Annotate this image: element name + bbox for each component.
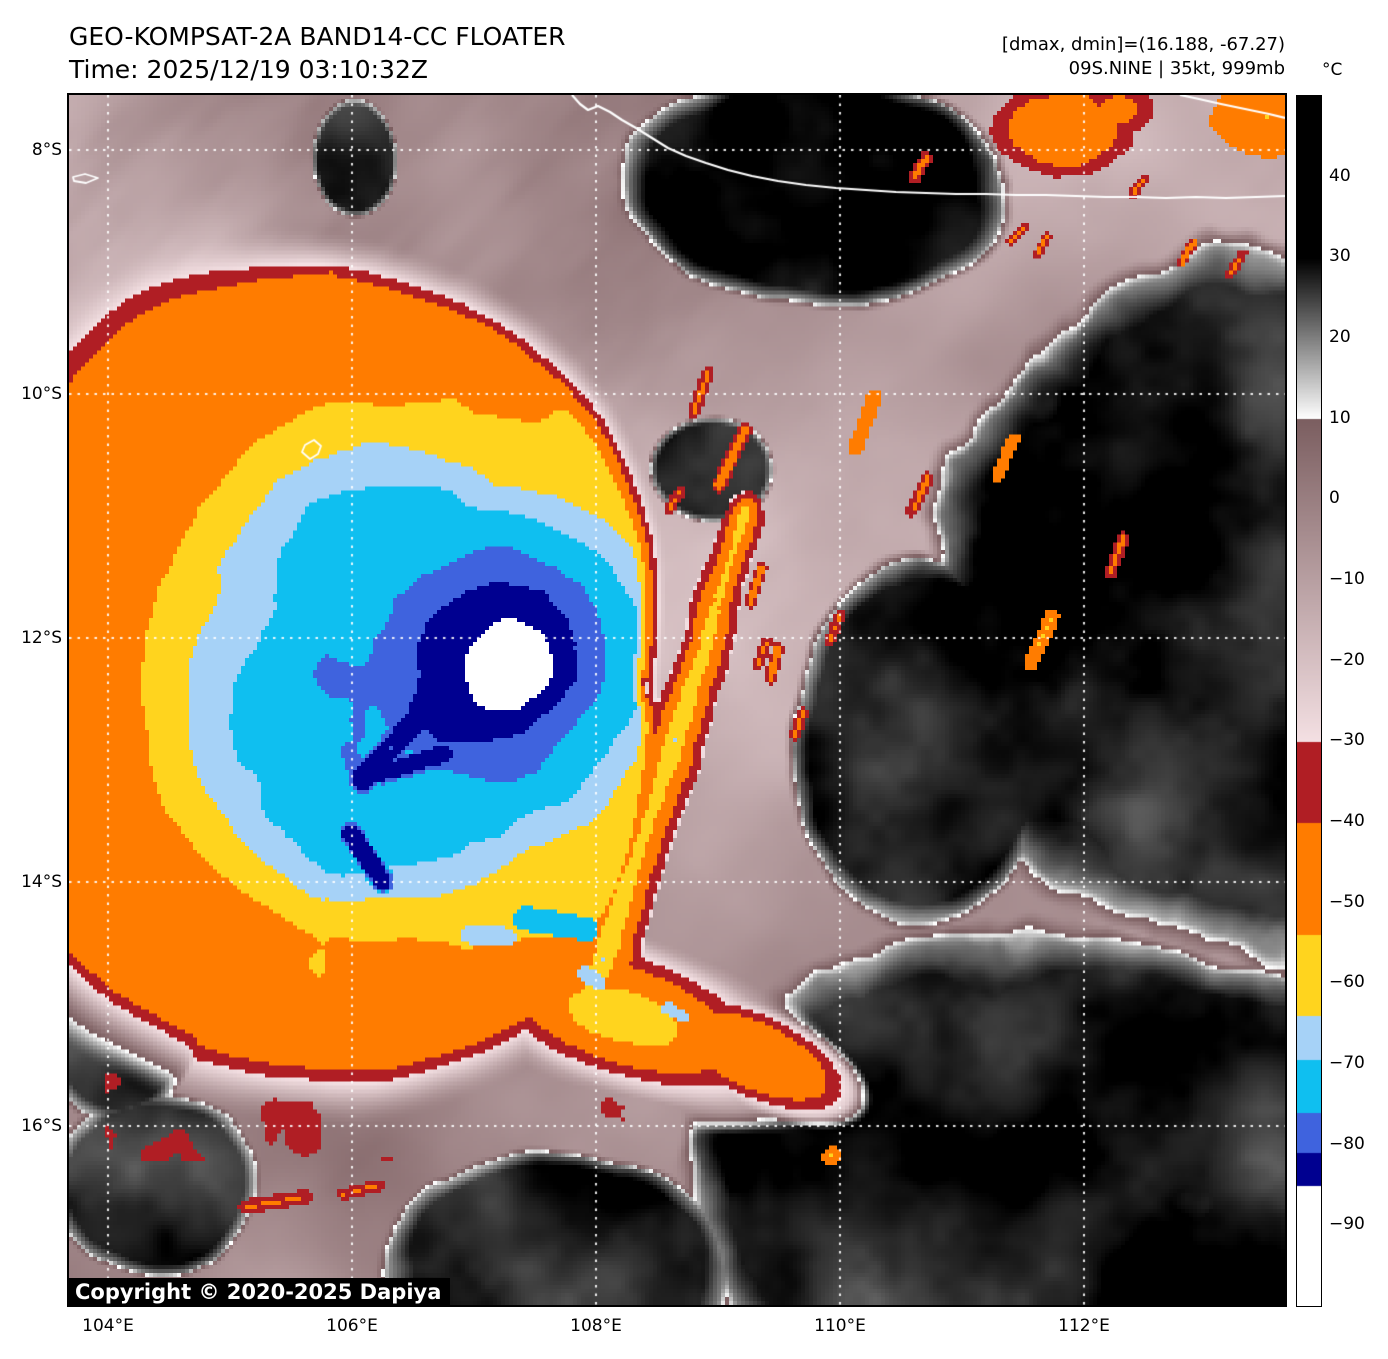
lat-tick-label: 14°S <box>21 872 62 892</box>
colorbar-tick-label: −70 <box>1329 1053 1365 1073</box>
colorbar-tick-label: 20 <box>1329 327 1351 347</box>
colorbar-tick-label: −40 <box>1329 811 1365 831</box>
colorbar <box>1296 95 1322 1307</box>
colorbar-tick-label: 0 <box>1329 488 1340 508</box>
lon-tick-label: 104°E <box>82 1316 134 1336</box>
lat-tick-label: 8°S <box>31 140 62 160</box>
header-titles: GEO-KOMPSAT-2A BAND14-CC FLOATER Time: 2… <box>69 20 566 86</box>
grid-coastline-overlay <box>69 95 1285 1305</box>
colorbar-tick-label: −20 <box>1329 650 1365 670</box>
colorbar-gradient-canvas <box>1297 96 1321 1306</box>
colorbar-unit-label: °C <box>1322 60 1343 80</box>
colorbar-tick-label: −80 <box>1329 1134 1365 1154</box>
lon-tick-label: 106°E <box>326 1316 378 1336</box>
satellite-map-frame <box>67 93 1287 1307</box>
header-readouts: [dmax, dmin]=(16.188, -67.27) 09S.NINE |… <box>1002 33 1285 81</box>
lat-tick-label: 16°S <box>21 1116 62 1136</box>
lat-tick-label: 12°S <box>21 628 62 648</box>
colorbar-tick-label: −90 <box>1329 1214 1365 1234</box>
lon-tick-label: 110°E <box>814 1316 866 1336</box>
timestamp-line: Time: 2025/12/19 03:10:32Z <box>69 55 428 84</box>
colorbar-tick-label: 40 <box>1329 166 1351 186</box>
colorbar-tick-label: −30 <box>1329 730 1365 750</box>
lat-tick-label: 10°S <box>21 384 62 404</box>
copyright-badge: Copyright © 2020-2025 Dapiya <box>69 1278 451 1307</box>
colorbar-tick-label: 30 <box>1329 246 1351 266</box>
colorbar-tick-label: −10 <box>1329 569 1365 589</box>
storm-info-readout: 09S.NINE | 35kt, 999mb <box>1068 58 1285 79</box>
dmax-dmin-readout: [dmax, dmin]=(16.188, -67.27) <box>1001 34 1285 55</box>
colorbar-tick-label: −60 <box>1329 972 1365 992</box>
colorbar-tick-label: 10 <box>1329 408 1351 428</box>
lon-tick-label: 108°E <box>570 1316 622 1336</box>
lon-tick-label: 112°E <box>1058 1316 1110 1336</box>
colorbar-tick-label: −50 <box>1329 892 1365 912</box>
page-title: GEO-KOMPSAT-2A BAND14-CC FLOATER <box>69 22 566 51</box>
